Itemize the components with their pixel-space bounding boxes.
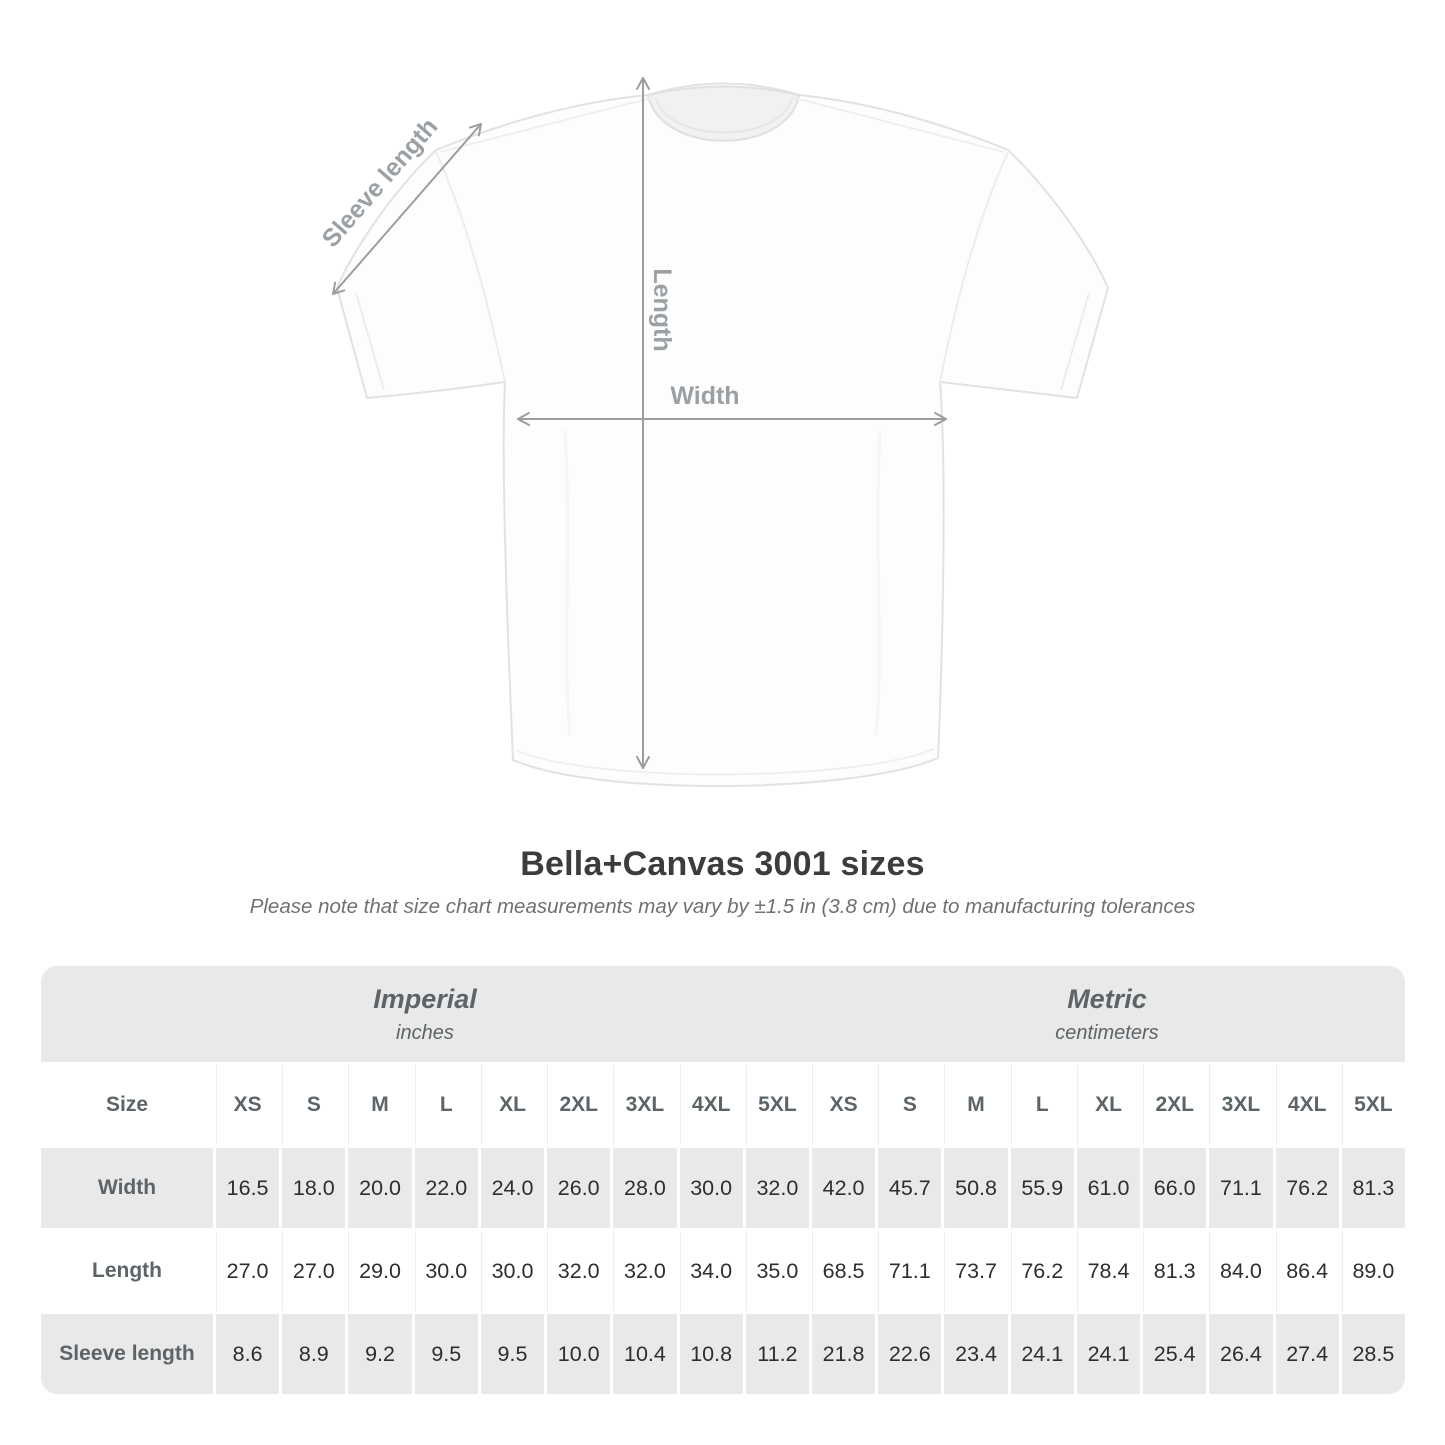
size-table: Imperial inches Metric centimeters Size X… xyxy=(41,966,1405,1394)
value-cell: 81.3 xyxy=(1341,1148,1405,1228)
metric-unit-label: centimeters xyxy=(1055,1021,1159,1044)
imperial-label: Imperial xyxy=(373,983,477,1014)
value-cell: 24.1 xyxy=(1076,1314,1141,1394)
size-grid: Size XS S M L XL 2XL 3XL 4XL 5XL XS S M L XL 2XL 3XL 4XL 5… xyxy=(41,1065,1405,1394)
size-header-metric: 4XL xyxy=(1275,1065,1339,1145)
value-cell: 78.4 xyxy=(1076,1231,1141,1311)
row-label: Length xyxy=(41,1231,213,1311)
value-cell: 89.0 xyxy=(1341,1231,1405,1311)
value-cell: 10.4 xyxy=(613,1314,677,1394)
value-cell: 71.1 xyxy=(1209,1148,1273,1228)
collar-band xyxy=(655,97,793,134)
unit-header-band: Imperial inches Metric centimeters xyxy=(41,966,1405,1062)
tshirt-diagram: Sleeve length Length Width xyxy=(317,77,1109,788)
shirt-measurement-figure: Sleeve length Length Width xyxy=(317,77,1109,788)
value-cell: 28.5 xyxy=(1341,1314,1405,1394)
size-header-metric: S xyxy=(878,1065,942,1145)
value-cell: 29.0 xyxy=(348,1231,412,1311)
size-header-imperial: S xyxy=(282,1065,346,1145)
size-header-imperial: 2XL xyxy=(547,1065,611,1145)
value-cell: 27.0 xyxy=(282,1231,346,1311)
value-cell: 50.8 xyxy=(944,1148,1008,1228)
value-cell: 8.9 xyxy=(282,1314,346,1394)
value-cell: 32.0 xyxy=(745,1148,809,1228)
value-cell: 25.4 xyxy=(1143,1314,1207,1394)
value-cell: 76.2 xyxy=(1010,1231,1074,1311)
value-cell: 45.7 xyxy=(878,1148,942,1228)
value-cell: 20.0 xyxy=(348,1148,412,1228)
size-header-imperial: 4XL xyxy=(679,1065,743,1145)
value-cell: 16.5 xyxy=(216,1148,280,1228)
row-label: Sleeve length xyxy=(41,1314,213,1394)
size-header-imperial: M xyxy=(348,1065,412,1145)
value-cell: 26.4 xyxy=(1209,1314,1273,1394)
length-arrow xyxy=(636,77,650,769)
value-cell: 21.8 xyxy=(811,1314,876,1394)
value-cell: 30.0 xyxy=(679,1148,743,1228)
length-label: Length xyxy=(648,268,676,351)
row-label: Width xyxy=(41,1148,213,1228)
value-cell: 81.3 xyxy=(1143,1231,1207,1311)
size-header-metric: 2XL xyxy=(1143,1065,1207,1145)
page-title: Bella+Canvas 3001 sizes xyxy=(520,845,925,883)
size-col-header: Size xyxy=(41,1065,213,1145)
value-cell: 22.6 xyxy=(878,1314,942,1394)
size-header-imperial: 5XL xyxy=(745,1065,809,1145)
size-header-imperial: L xyxy=(414,1065,478,1145)
value-cell: 22.0 xyxy=(414,1148,478,1228)
value-cell: 9.5 xyxy=(414,1314,478,1394)
value-cell: 42.0 xyxy=(811,1148,876,1228)
value-cell: 10.0 xyxy=(547,1314,611,1394)
metric-label: Metric xyxy=(1067,983,1147,1014)
value-cell: 55.9 xyxy=(1010,1148,1074,1228)
size-header-metric: L xyxy=(1010,1065,1074,1145)
value-cell: 10.8 xyxy=(679,1314,743,1394)
value-cell: 86.4 xyxy=(1275,1231,1339,1311)
size-header-metric: 3XL xyxy=(1209,1065,1273,1145)
size-header-metric: 5XL xyxy=(1341,1065,1405,1145)
width-label: Width xyxy=(670,382,739,410)
value-cell: 35.0 xyxy=(745,1231,809,1311)
page-subtitle: Please note that size chart measurements… xyxy=(249,895,1196,918)
value-cell: 28.0 xyxy=(613,1148,677,1228)
value-cell: 73.7 xyxy=(944,1231,1008,1311)
value-cell: 23.4 xyxy=(944,1314,1008,1394)
unit-header-imperial: Imperial inches xyxy=(41,966,809,1062)
value-cell: 30.0 xyxy=(480,1231,545,1311)
value-cell: 32.0 xyxy=(613,1231,677,1311)
value-cell: 32.0 xyxy=(547,1231,611,1311)
value-cell: 27.0 xyxy=(216,1231,280,1311)
tshirt-illustration xyxy=(336,82,1109,788)
width-arrow xyxy=(517,412,947,426)
value-cell: 24.1 xyxy=(1010,1314,1074,1394)
size-header-metric: XS xyxy=(811,1065,876,1145)
value-cell: 18.0 xyxy=(282,1148,346,1228)
value-cell: 66.0 xyxy=(1143,1148,1207,1228)
value-cell: 8.6 xyxy=(216,1314,280,1394)
value-cell: 34.0 xyxy=(679,1231,743,1311)
value-cell: 71.1 xyxy=(878,1231,942,1311)
size-header-metric: M xyxy=(944,1065,1008,1145)
value-cell: 76.2 xyxy=(1275,1148,1339,1228)
size-header-imperial: XS xyxy=(216,1065,280,1145)
value-cell: 11.2 xyxy=(745,1314,809,1394)
value-cell: 24.0 xyxy=(480,1148,545,1228)
value-cell: 68.5 xyxy=(811,1231,876,1311)
imperial-unit-label: inches xyxy=(396,1021,454,1044)
value-cell: 9.5 xyxy=(480,1314,545,1394)
value-cell: 30.0 xyxy=(414,1231,478,1311)
value-cell: 9.2 xyxy=(348,1314,412,1394)
unit-header-metric: Metric centimeters xyxy=(809,966,1405,1062)
value-cell: 27.4 xyxy=(1275,1314,1339,1394)
value-cell: 84.0 xyxy=(1209,1231,1273,1311)
size-header-imperial: 3XL xyxy=(613,1065,677,1145)
size-header-metric: XL xyxy=(1076,1065,1141,1145)
value-cell: 26.0 xyxy=(547,1148,611,1228)
size-header-imperial: XL xyxy=(480,1065,545,1145)
value-cell: 61.0 xyxy=(1076,1148,1141,1228)
sleeve-length-arrow xyxy=(332,123,482,295)
